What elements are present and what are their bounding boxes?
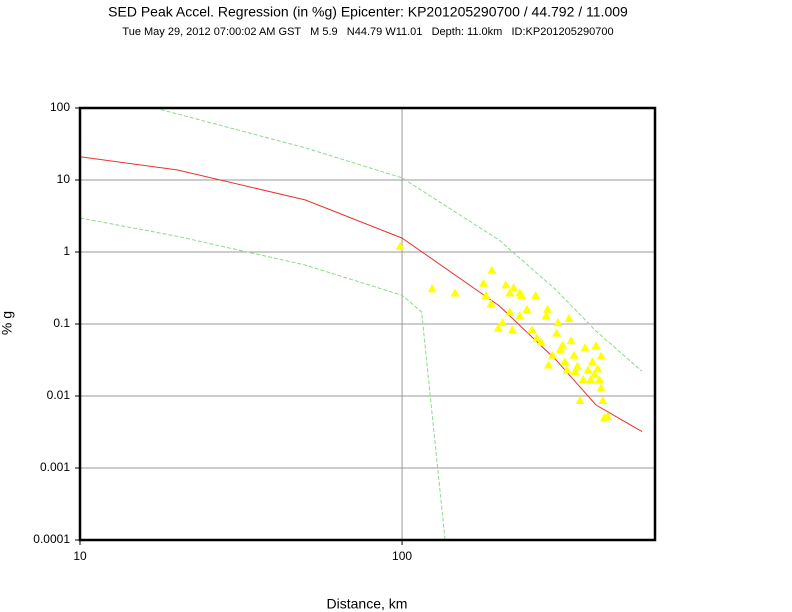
- data-point: [575, 395, 585, 404]
- data-point: [493, 323, 503, 332]
- data-point: [589, 369, 599, 378]
- y-tick-label: 10: [57, 172, 71, 186]
- regression-line: [80, 156, 643, 433]
- data-point: [555, 345, 565, 354]
- data-point: [562, 365, 572, 374]
- y-tick-label: 0.001: [40, 460, 70, 474]
- data-point: [570, 366, 580, 375]
- y-tick-label: 100: [50, 100, 70, 114]
- data-point: [531, 290, 541, 299]
- x-tick-label: 10: [73, 549, 87, 563]
- x-axis-label: Distance, km: [327, 596, 408, 612]
- y-tick-label: 0.01: [47, 388, 71, 402]
- data-point: [541, 311, 551, 320]
- data-point: [553, 317, 563, 327]
- data-point: [486, 299, 496, 308]
- chart-subtitle: Tue May 29, 2012 07:00:02 AM GST M 5.9 N…: [122, 26, 613, 38]
- data-point: [593, 364, 603, 373]
- data-point: [596, 351, 606, 360]
- data-point: [543, 304, 553, 313]
- data-point: [450, 288, 460, 297]
- y-axis-label: % g: [0, 311, 15, 335]
- data-point: [532, 333, 542, 342]
- y-tick-label: 0.0001: [33, 532, 70, 546]
- data-point: [558, 340, 568, 349]
- data-point: [564, 313, 574, 322]
- data-point: [598, 395, 608, 404]
- data-point: [560, 357, 570, 366]
- data-point: [487, 265, 497, 274]
- data-point: [594, 374, 604, 384]
- data-point: [497, 317, 507, 327]
- data-point: [547, 350, 557, 359]
- regression-line: [154, 108, 643, 372]
- data-point: [527, 325, 537, 334]
- data-point: [586, 374, 596, 384]
- data-point: [515, 311, 525, 320]
- plot-frame: [78, 106, 657, 542]
- y-tick-label: 0.1: [53, 316, 70, 330]
- data-point: [501, 280, 511, 289]
- data-point: [427, 284, 437, 293]
- data-point: [591, 341, 601, 350]
- data-point: [522, 304, 532, 313]
- data-point: [505, 288, 515, 297]
- data-point: [566, 335, 576, 345]
- data-point: [603, 411, 613, 421]
- data-point: [544, 360, 554, 369]
- data-point: [580, 343, 590, 352]
- data-point: [505, 307, 515, 316]
- data-point: [507, 325, 517, 334]
- chart-title: SED Peak Accel. Regression (in %g) Epice…: [108, 4, 628, 20]
- y-tick-label: 1: [63, 244, 70, 258]
- data-point: [479, 278, 489, 287]
- data-point: [552, 328, 562, 337]
- data-point: [583, 365, 593, 374]
- data-point: [517, 290, 527, 299]
- data-point: [587, 357, 597, 366]
- data-point: [395, 241, 405, 250]
- data-point: [569, 350, 579, 359]
- data-point: [572, 361, 582, 370]
- data-point: [578, 374, 588, 384]
- data-point: [509, 283, 519, 292]
- data-point: [536, 337, 546, 346]
- data-point: [596, 383, 606, 392]
- x-tick-label: 100: [392, 549, 412, 563]
- data-point: [481, 290, 491, 299]
